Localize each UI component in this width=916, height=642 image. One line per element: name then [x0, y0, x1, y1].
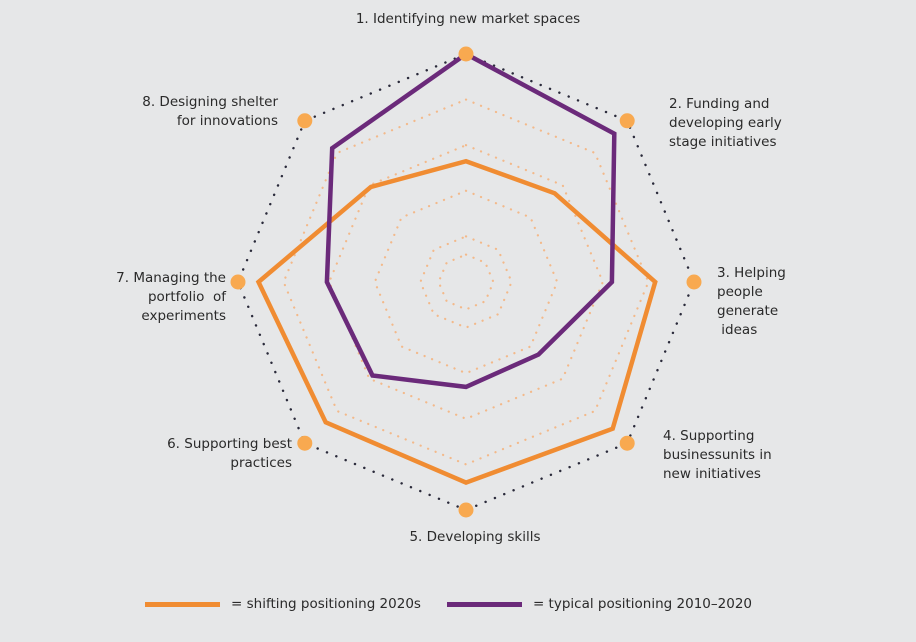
grid-rings — [282, 98, 650, 466]
series-layer — [255, 51, 658, 486]
axis-marker-5 — [458, 502, 474, 518]
legend-item-typical: = typical positioning 2010–2020 — [446, 596, 752, 612]
grid-ring — [373, 189, 559, 375]
axis-label-line: practices — [230, 455, 292, 471]
axis-marker-1 — [458, 46, 474, 62]
axis-label-line: 1. Identifying new market spaces — [355, 11, 581, 27]
axis-label-8: 8. Designing shelter for innovations — [137, 93, 278, 131]
axis-marker-3 — [686, 274, 702, 290]
axis-marker-6 — [297, 435, 313, 451]
axis-label-6: 6. Supporting best practices — [160, 435, 292, 473]
axis-label-line: businessunits in — [663, 447, 772, 463]
axis-label-1: 1. Identifying new market spaces — [352, 10, 584, 29]
axis-label-line: portfolio of — [147, 289, 226, 305]
axis-marker-2 — [619, 113, 635, 129]
legend-label-typical: = typical positioning 2010–2020 — [532, 596, 752, 612]
axis-label-line: experiments — [141, 308, 226, 324]
legend-swatch-typical — [446, 601, 522, 607]
grid-ring — [419, 235, 513, 329]
axis-label-line: stage initiatives — [669, 134, 777, 150]
axis-label-line: people — [717, 284, 763, 300]
axis-label-line: ideas — [717, 322, 758, 338]
axis-label-7: 7. Managing the portfolio of experiments — [108, 269, 226, 326]
axis-label-line: for innovations — [176, 113, 278, 129]
legend-swatch-shifting — [145, 601, 220, 607]
series-typical-2010-2020 — [324, 51, 617, 390]
axis-markers — [230, 46, 702, 518]
axis-label-line: developing early — [669, 115, 782, 131]
grid-ring — [282, 98, 650, 466]
axis-label-5: 5. Developing skills — [405, 528, 545, 547]
grid-ring — [437, 253, 495, 311]
axis-label-line: 7. Managing the — [116, 270, 226, 286]
legend-label-shifting: = shifting positioning 2020s — [231, 596, 421, 612]
axis-label-4: 4. Supporting businessunits in new initiat… — [663, 427, 772, 484]
axis-marker-8 — [297, 113, 313, 129]
axis-marker-7 — [230, 274, 246, 290]
axis-label-line: 2. Funding and — [669, 96, 770, 112]
legend: = shifting positioning 2020s = typical p… — [145, 596, 752, 612]
axis-label-line: 8. Designing shelter — [142, 94, 278, 110]
axis-label-line: 6. Supporting best — [167, 436, 292, 452]
axis-label-line: 4. Supporting — [663, 428, 755, 444]
axis-label-line: new initiatives — [663, 466, 761, 482]
axis-label-line: 5. Developing skills — [409, 529, 541, 545]
series-shifting-2020s — [255, 158, 658, 486]
legend-item-shifting: = shifting positioning 2020s — [145, 596, 421, 612]
axis-label-3: 3. Helping people generate ideas — [717, 264, 786, 340]
axis-label-2: 2. Funding and developing early stage init… — [669, 95, 782, 152]
axis-label-line: generate — [717, 303, 779, 319]
axis-marker-4 — [619, 435, 635, 451]
axis-label-line: 3. Helping — [717, 265, 786, 281]
